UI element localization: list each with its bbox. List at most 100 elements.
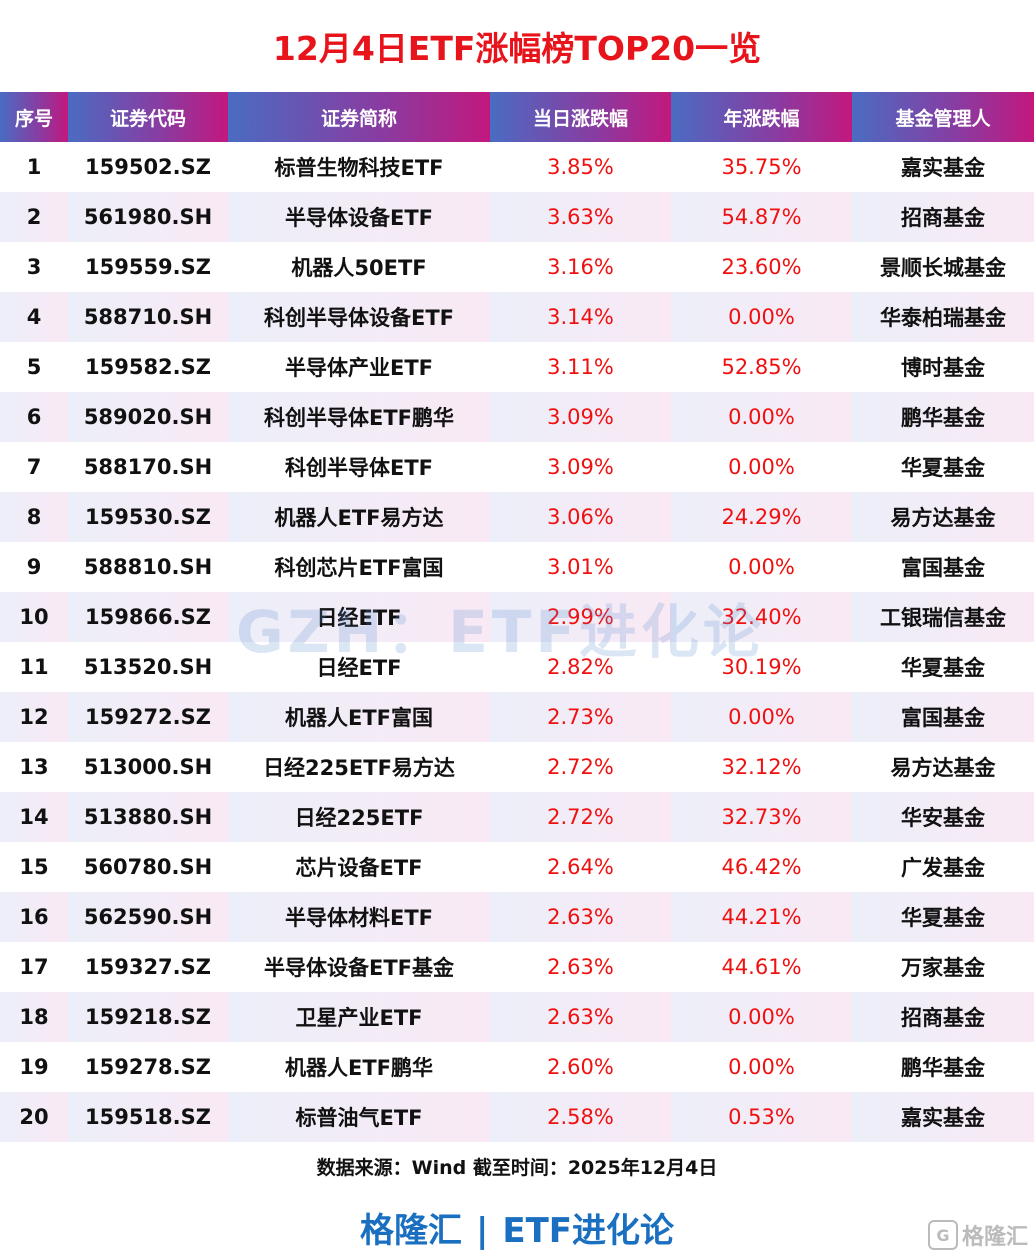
cell-ytd-change: 0.00% [671, 392, 852, 442]
table-row: 17 159327.SZ 半导体设备ETF基金 2.63% 44.61% 万家基金 [0, 942, 1034, 992]
cell-rank: 10 [0, 592, 68, 642]
cell-ytd-change: 35.75% [721, 155, 802, 179]
cell-manager: 富国基金 [901, 556, 985, 580]
table-row: 12 159272.SZ 机器人ETF富国 2.73% 0.00% 富国基金 [0, 692, 1034, 742]
cell-manager: 招商基金 [852, 192, 1034, 242]
cell-name: 机器人50ETF [291, 256, 427, 280]
cell-ytd-change: 24.29% [671, 492, 852, 542]
cell-daily-change: 3.63% [490, 192, 671, 242]
cell-ytd-change: 44.61% [721, 955, 802, 979]
cell-rank: 9 [26, 555, 42, 579]
cell-rank: 8 [0, 492, 68, 542]
cell-daily-change: 2.64% [547, 855, 614, 879]
cell-code: 560780.SH [83, 855, 213, 879]
cell-ytd-change: 0.53% [671, 1092, 852, 1142]
cell-code: 513000.SH [83, 755, 213, 779]
cell-name: 卫星产业ETF [228, 992, 490, 1042]
cell-ytd-change: 0.00% [671, 992, 852, 1042]
cell-daily-change: 3.06% [490, 492, 671, 542]
table-row: 10 159866.SZ 日经ETF 2.99% 32.40% 工银瑞信基金 [0, 592, 1034, 642]
cell-rank: 6 [0, 392, 68, 442]
cell-rank: 1 [26, 155, 42, 179]
table-row: 3 159559.SZ 机器人50ETF 3.16% 23.60% 景顺长城基金 [0, 242, 1034, 292]
cell-rank: 12 [0, 692, 68, 742]
cell-code: 159502.SZ [85, 155, 211, 179]
cell-rank: 7 [26, 455, 42, 479]
cell-code: 513520.SH [83, 655, 213, 679]
cell-daily-change: 3.11% [547, 355, 614, 379]
cell-daily-change: 2.72% [490, 792, 671, 842]
cell-ytd-change: 0.00% [728, 555, 795, 579]
cell-daily-change: 2.82% [547, 655, 614, 679]
cell-code: 159582.SZ [85, 355, 211, 379]
header-daily-change: 当日涨跌幅 [490, 92, 671, 142]
table-row: 9 588810.SH 科创芯片ETF富国 3.01% 0.00% 富国基金 [0, 542, 1034, 592]
cell-ytd-change: 23.60% [721, 255, 802, 279]
cell-code: 589020.SH [68, 392, 228, 442]
cell-manager: 华夏基金 [901, 656, 985, 680]
cell-manager: 易方达基金 [852, 492, 1034, 542]
cell-manager: 嘉实基金 [901, 156, 985, 180]
cell-manager: 广发基金 [901, 856, 985, 880]
cell-ytd-change: 0.00% [671, 292, 852, 342]
cell-daily-change: 2.63% [490, 992, 671, 1042]
table-row: 7 588170.SH 科创半导体ETF 3.09% 0.00% 华夏基金 [0, 442, 1034, 492]
cell-manager: 景顺长城基金 [880, 256, 1006, 280]
cell-rank: 20 [0, 1092, 68, 1142]
cell-name: 日经225ETF易方达 [263, 756, 455, 780]
table-row: 11 513520.SH 日经ETF 2.82% 30.19% 华夏基金 [0, 642, 1034, 692]
cell-daily-change: 3.14% [490, 292, 671, 342]
cell-daily-change: 3.09% [547, 455, 614, 479]
cell-manager: 华安基金 [852, 792, 1034, 842]
header-ytd-change: 年涨跌幅 [671, 92, 852, 142]
cell-daily-change: 2.58% [490, 1092, 671, 1142]
cell-code: 562590.SH [68, 892, 228, 942]
cell-code: 159518.SZ [68, 1092, 228, 1142]
cell-name: 机器人ETF鹏华 [284, 1056, 433, 1080]
cell-rank: 4 [0, 292, 68, 342]
cell-ytd-change: 30.19% [721, 655, 802, 679]
cell-name: 半导体设备ETF [228, 192, 490, 242]
cell-code: 159327.SZ [85, 955, 211, 979]
header-rank: 序号 [0, 92, 68, 142]
cell-manager: 华夏基金 [901, 456, 985, 480]
header-code: 证券代码 [68, 92, 228, 142]
brand-right: ETF进化论 [502, 1211, 675, 1251]
cell-code: 159218.SZ [68, 992, 228, 1042]
cell-ytd-change: 32.73% [671, 792, 852, 842]
cell-manager: 万家基金 [901, 956, 985, 980]
cell-manager: 华泰柏瑞基金 [852, 292, 1034, 342]
brand-separator: | [475, 1211, 489, 1251]
cell-name: 半导体设备ETF基金 [263, 956, 454, 980]
cell-ytd-change: 44.21% [671, 892, 852, 942]
corner-logo: G 格隆汇 [927, 1219, 1028, 1251]
cell-daily-change: 2.73% [490, 692, 671, 742]
cell-manager: 鹏华基金 [901, 1056, 985, 1080]
cell-name: 机器人ETF易方达 [228, 492, 490, 542]
cell-rank: 11 [19, 655, 49, 679]
cell-rank: 5 [26, 355, 42, 379]
cell-name: 日经ETF [316, 656, 402, 680]
cell-ytd-change: 52.85% [721, 355, 802, 379]
table-row: 2 561980.SH 半导体设备ETF 3.63% 54.87% 招商基金 [0, 192, 1034, 242]
data-source-note: 数据来源：Wind 截至时间：2025年12月4日 [316, 1157, 718, 1179]
cell-rank: 3 [26, 255, 42, 279]
cell-rank: 18 [0, 992, 68, 1042]
table-row: 19 159278.SZ 机器人ETF鹏华 2.60% 0.00% 鹏华基金 [0, 1042, 1034, 1092]
cell-rank: 2 [0, 192, 68, 242]
cell-name: 标普生物科技ETF [274, 156, 444, 180]
table-row: 6 589020.SH 科创半导体ETF鹏华 3.09% 0.00% 鹏华基金 [0, 392, 1034, 442]
table-row: 14 513880.SH 日经225ETF 2.72% 32.73% 华安基金 [0, 792, 1034, 842]
cell-code: 588170.SH [83, 455, 213, 479]
cell-code: 588810.SH [83, 555, 213, 579]
cell-ytd-change: 32.40% [671, 592, 852, 642]
cell-ytd-change: 0.00% [728, 455, 795, 479]
table-row: 13 513000.SH 日经225ETF易方达 2.72% 32.12% 易方达基金 [0, 742, 1034, 792]
cell-manager: 富国基金 [852, 692, 1034, 742]
cell-daily-change: 2.63% [547, 955, 614, 979]
table-row: 4 588710.SH 科创半导体设备ETF 3.14% 0.00% 华泰柏瑞基金 [0, 292, 1034, 342]
cell-ytd-change: 0.00% [671, 692, 852, 742]
page-title: 12月4日ETF涨幅榜TOP20一览 [272, 29, 762, 68]
table-row: 8 159530.SZ 机器人ETF易方达 3.06% 24.29% 易方达基金 [0, 492, 1034, 542]
